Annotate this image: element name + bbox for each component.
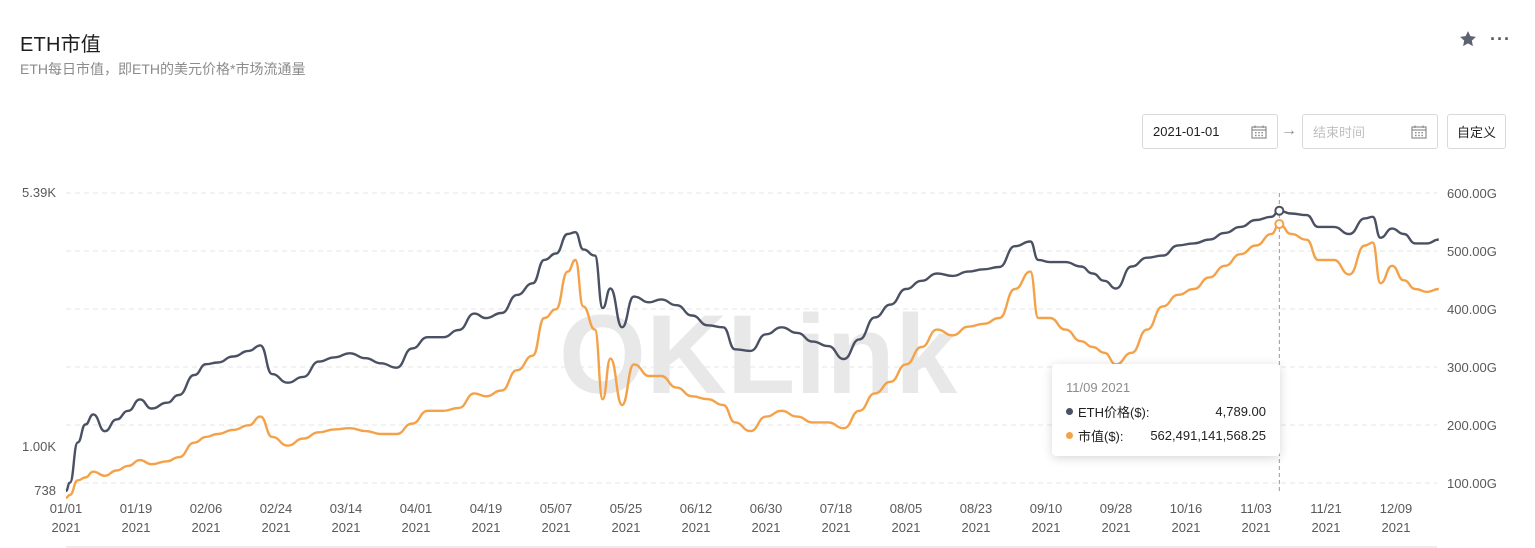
market-cap-line [65, 222, 1439, 499]
x-tick-year-label: 2021 [52, 520, 81, 535]
series-lines [65, 209, 1439, 499]
x-tick-label: 10/16 [1170, 501, 1203, 516]
x-tick-year-label: 2021 [1032, 520, 1061, 535]
eth-price-line [65, 209, 1439, 493]
x-tick-year-label: 2021 [262, 520, 291, 535]
y-right-tick-label: 600.00G [1447, 186, 1497, 201]
more-menu-icon[interactable]: ··· [1490, 29, 1511, 49]
grid-lines [66, 192, 1437, 548]
x-tick-label: 04/19 [470, 501, 503, 516]
marketcap-dot-icon [1066, 432, 1073, 439]
x-tick-year-label: 2021 [542, 520, 571, 535]
x-tick-year-label: 2021 [682, 520, 711, 535]
tooltip-price-value: 4,789.00 [1215, 404, 1266, 419]
x-tick-label: 03/14 [330, 501, 363, 516]
x-tick-label: 07/18 [820, 501, 853, 516]
x-tick-label: 02/06 [190, 501, 223, 516]
x-tick-label: 04/01 [400, 501, 433, 516]
x-tick-label: 08/23 [960, 501, 993, 516]
tooltip-marketcap-label: 市值($): [1078, 429, 1124, 444]
x-axis: 01/01 2021 01/19 2021 02/06 2021 02/24 2021 03/1… [50, 501, 1413, 535]
chart-tooltip: 11/09 2021 ETH价格($): 4,789.00 市值($): 562… [1052, 364, 1280, 456]
y-right-tick-label: 200.00G [1447, 418, 1497, 433]
x-tick-label: 02/24 [260, 501, 293, 516]
x-tick-year-label: 2021 [962, 520, 991, 535]
x-tick-year-label: 2021 [1242, 520, 1271, 535]
y-right-tick-label: 400.00G [1447, 302, 1497, 317]
y-left-tick-label: 5.39K [22, 185, 56, 200]
x-tick-year-label: 2021 [402, 520, 431, 535]
y-right-tick-label: 100.00G [1447, 476, 1497, 491]
x-tick-year-label: 2021 [122, 520, 151, 535]
x-tick-year-label: 2021 [612, 520, 641, 535]
x-tick-label: 05/07 [540, 501, 573, 516]
tooltip-marketcap-value: 562,491,141,568.25 [1150, 428, 1266, 443]
x-tick-year-label: 2021 [752, 520, 781, 535]
page-title: ETH市值 [20, 34, 101, 56]
x-tick-label: 01/19 [120, 501, 153, 516]
x-tick-label: 09/28 [1100, 501, 1133, 516]
x-tick-label: 11/21 [1310, 501, 1342, 516]
x-tick-year-label: 2021 [192, 520, 221, 535]
x-tick-year-label: 2021 [1312, 520, 1341, 535]
end-date-placeholder: 结束时间 [1313, 125, 1366, 140]
start-date-value: 2021-01-01 [1153, 124, 1220, 139]
start-date-input[interactable]: 2021-01-01 [1142, 114, 1278, 149]
x-tick-label: 09/10 [1030, 501, 1063, 516]
y-left-tick-label: 1.00K [22, 439, 56, 454]
right-y-axis: 600.00G 500.00G 400.00G 300.00G 200.00G 100.0… [1447, 186, 1497, 491]
calendar-icon [1251, 125, 1267, 139]
end-date-input[interactable]: 结束时间 [1302, 114, 1438, 149]
x-tick-label: 05/25 [610, 501, 643, 516]
x-tick-year-label: 2021 [1172, 520, 1201, 535]
x-tick-label: 12/09 [1380, 501, 1413, 516]
star-icon[interactable] [1458, 29, 1478, 49]
x-tick-year-label: 2021 [1102, 520, 1131, 535]
y-left-tick-label: 738 [34, 483, 56, 498]
calendar-icon [1411, 125, 1427, 139]
x-tick-year-label: 2021 [822, 520, 851, 535]
marketcap-hover-point [1274, 219, 1285, 230]
x-tick-label: 06/30 [750, 501, 783, 516]
x-tick-year-label: 2021 [332, 520, 361, 535]
x-tick-label: 11/03 [1240, 501, 1272, 516]
tooltip-row-marketcap: 市值($): 562,491,141,568.25 [1066, 426, 1266, 445]
custom-range-button[interactable]: 自定义 [1447, 114, 1506, 149]
x-tick-year-label: 2021 [1382, 520, 1411, 535]
x-tick-label: 01/01 [50, 501, 83, 516]
tooltip-date: 11/09 2021 [1066, 380, 1131, 395]
x-tick-year-label: 2021 [892, 520, 921, 535]
x-tick-label: 06/12 [680, 501, 713, 516]
tooltip-price-label: ETH价格($): [1078, 405, 1150, 420]
price-hover-point [1274, 205, 1285, 216]
header-actions: ··· [1458, 29, 1511, 49]
page-subtitle: ETH每日市值，即ETH的美元价格*市场流通量 [20, 61, 306, 77]
y-right-tick-label: 300.00G [1447, 360, 1497, 375]
y-right-tick-label: 500.00G [1447, 244, 1497, 259]
left-y-axis: 5.39K 1.00K 738 [22, 185, 56, 498]
x-tick-label: 08/05 [890, 501, 923, 516]
arrow-right-icon: → [1281, 122, 1297, 139]
price-dot-icon [1066, 408, 1073, 415]
x-tick-year-label: 2021 [472, 520, 501, 535]
tooltip-row-price: ETH价格($): 4,789.00 [1066, 402, 1266, 421]
